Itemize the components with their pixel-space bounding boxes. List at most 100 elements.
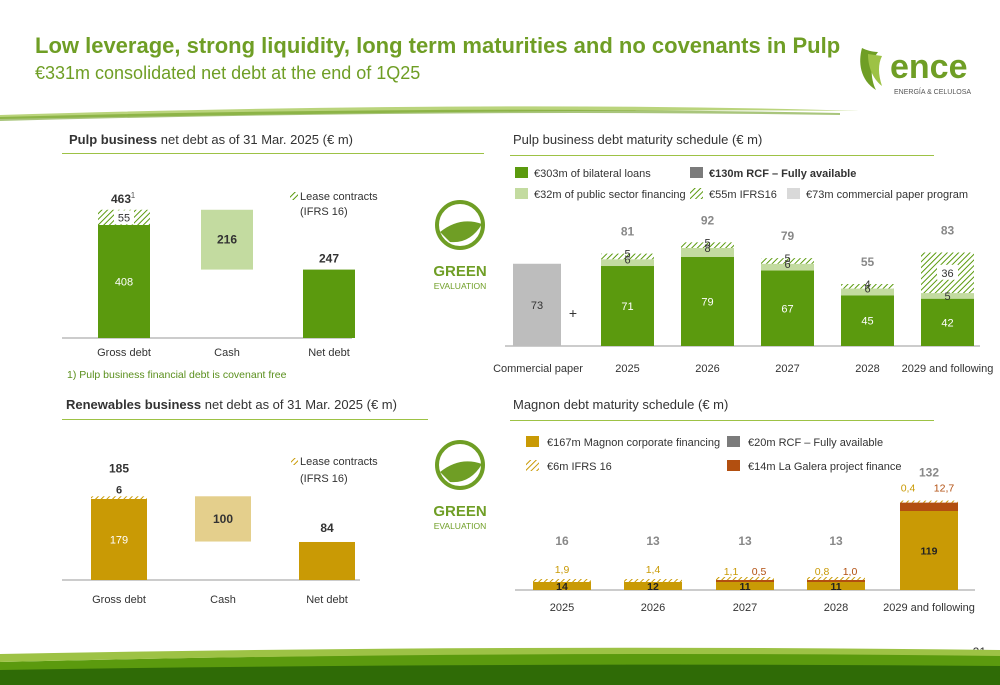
svg-text:EVALUATION: EVALUATION [434, 521, 487, 531]
legend-swatch [291, 458, 298, 465]
bar-label: 408 [115, 277, 133, 289]
bar-label: 67 [781, 303, 793, 315]
bar-public-sector [601, 259, 654, 267]
legend-label: €130m RCF – Fully available [709, 168, 856, 180]
bar-cash [201, 209, 253, 270]
legend-label: Lease contracts [300, 191, 378, 203]
bar-label: 5 [784, 253, 790, 265]
ifrs-label: 1,4 [646, 564, 661, 576]
legend-label: (IFRS 16) [300, 473, 348, 485]
x-tick-label: Gross debt [97, 347, 151, 359]
bar-bilateral-loans [841, 295, 894, 346]
bar-gross-debt [91, 499, 147, 580]
galera-label: 0,5 [752, 566, 767, 578]
x-tick-label: 2028 [855, 363, 879, 375]
page-subtitle: €331m consolidated net debt at the end o… [35, 63, 421, 83]
footnote: 1) Pulp business financial debt is coven… [67, 369, 287, 381]
bar-ifrs16 [716, 577, 774, 580]
legend-label: Lease contracts [300, 456, 378, 468]
x-tick-label: Net debt [306, 594, 348, 606]
x-tick-label: Commercial paper [493, 363, 583, 375]
bar-gross-debt-lease [91, 496, 147, 499]
total-label: 185 [109, 461, 129, 475]
bar-label: 179 [110, 535, 128, 547]
footnote-ref: 1 [131, 191, 136, 200]
bar-label: 6 [864, 284, 870, 296]
bar-label: 5 [704, 237, 710, 249]
x-tick-label: Net debt [308, 347, 350, 359]
magnon-maturity-title: Magnon debt maturity schedule (€ m) [513, 397, 729, 412]
legend-label: (IFRS 16) [300, 206, 348, 218]
bar-ifrs16 [681, 242, 734, 248]
bar-label: 8 [704, 243, 710, 255]
legend-swatch [526, 436, 539, 447]
x-tick-label: 2026 [641, 602, 665, 614]
bar-ifrs16 [624, 579, 682, 582]
divider [62, 153, 484, 154]
x-tick-label: 2028 [824, 602, 848, 614]
total-label: 13 [646, 534, 660, 548]
legend-swatch [690, 188, 703, 199]
bar-public-sector [921, 293, 974, 299]
ence-logo: ence ENERGÍA & CELULOSA [856, 40, 976, 100]
bar-corporate-financing [533, 582, 591, 590]
legend-swatch [526, 460, 539, 471]
ifrs-label: 1,9 [555, 564, 570, 576]
logo-tagline: ENERGÍA & CELULOSA [894, 87, 971, 96]
legend-swatch [690, 167, 703, 178]
bar-label: 79 [701, 297, 713, 309]
bar-bilateral-loans [921, 298, 974, 346]
logo-word: ence [890, 48, 968, 86]
legend-label: €6m IFRS 16 [547, 461, 612, 473]
label-bg [937, 264, 958, 280]
ifrs-label: 0,8 [815, 566, 830, 578]
bar-label: 36 [941, 268, 953, 280]
pulp-net-debt-title: Pulp business net debt as of 31 Mar. 202… [69, 132, 353, 147]
bar-ifrs16 [841, 284, 894, 289]
ifrs-label: 0,4 [901, 483, 916, 495]
galera-label: 1,0 [843, 566, 858, 578]
page-title: Low leverage, strong liquidity, long ter… [35, 33, 841, 58]
pulp-maturity-title: Pulp business debt maturity schedule (€ … [513, 132, 763, 147]
legend-label: €303m of bilateral loans [534, 168, 651, 180]
bar-label: 6 [624, 254, 630, 266]
legend-label: €20m RCF – Fully available [748, 437, 883, 449]
total-label: 16 [555, 534, 569, 548]
bar-label: 5 [624, 249, 630, 261]
x-tick-label: Gross debt [92, 594, 146, 606]
ifrs-label: 1,1 [724, 566, 739, 578]
bar-public-sector [681, 247, 734, 257]
total-label: 84 [320, 521, 334, 535]
bar-la-galera [807, 580, 865, 582]
bar-public-sector [761, 263, 814, 271]
total-label: 247 [319, 252, 339, 266]
x-tick-label: 2029 and following [883, 602, 975, 614]
total-label: 79 [781, 229, 795, 243]
bar-label: 5 [944, 291, 950, 303]
bar-label: 6 [784, 259, 790, 271]
bar-ifrs16 [533, 579, 591, 582]
legend-swatch [290, 192, 298, 200]
total-label: 13 [829, 534, 843, 548]
galera-label: 12,7 [934, 483, 955, 495]
total-label: 132 [919, 466, 939, 480]
x-tick-label: 2025 [550, 602, 574, 614]
ren-net-debt-title: Renewables business net debt as of 31 Ma… [66, 397, 397, 412]
bar-corporate-financing [716, 582, 774, 590]
bar-ifrs16 [761, 258, 814, 264]
bar-la-galera [900, 502, 958, 511]
x-tick-label: 2027 [733, 602, 757, 614]
bar-ifrs16 [807, 577, 865, 580]
green-evaluation-badge: GREEN EVALUATION [433, 200, 487, 291]
legend-swatch [727, 460, 740, 471]
bar-commercial-paper [513, 263, 561, 346]
legend-swatch [515, 167, 528, 178]
bar-ifrs16 [900, 500, 958, 503]
total-label: 55 [861, 255, 875, 269]
bar-label: 71 [621, 301, 633, 313]
bar-bilateral-loans [761, 270, 814, 346]
bar-corporate-financing [900, 511, 958, 590]
bar-label: 12 [647, 581, 659, 593]
bar-label: 55 [118, 212, 130, 224]
bar-label: 45 [861, 316, 873, 328]
